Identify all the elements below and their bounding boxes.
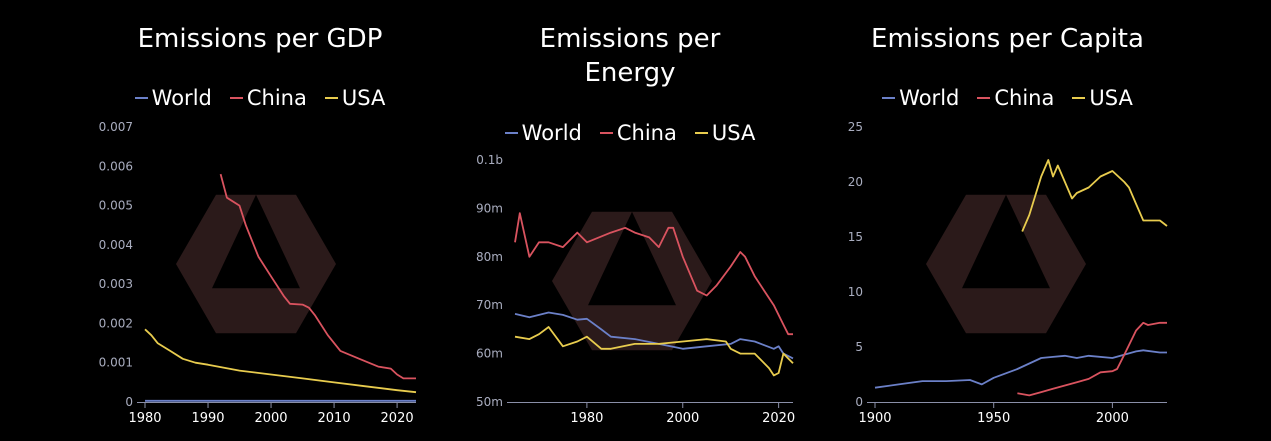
legend-item-world[interactable]: World: [504, 121, 582, 145]
y-tick-label: 20: [848, 175, 863, 189]
x-tick-label: 1980: [128, 411, 161, 426]
x-tick-label: 2000: [666, 411, 699, 426]
watermark-logo: [926, 194, 1086, 334]
watermark-triangle: [962, 194, 1050, 289]
x-tick-label: 2010: [318, 411, 351, 426]
legend-label: World: [899, 86, 960, 110]
y-tick-label: 15: [848, 230, 863, 244]
y-tick-label: 80m: [476, 250, 503, 264]
x-tick-label: 1980: [570, 411, 603, 426]
series-line-usa[interactable]: [1021, 159, 1168, 232]
y-tick-label: 25: [848, 120, 863, 134]
y-tick-label: 5: [855, 340, 863, 354]
panel-emissions-per-gdp: Emissions per GDP World China USA: [70, 0, 450, 441]
x-tick-label: 2020: [762, 411, 795, 426]
legend: World China USA: [455, 121, 805, 145]
legend-label: World: [521, 121, 582, 145]
y-tick-label: 0.003: [99, 277, 133, 291]
legend-label: USA: [341, 86, 386, 110]
legend-label: China: [616, 121, 677, 145]
watermark-logo: [552, 211, 712, 351]
series-line-china[interactable]: [219, 173, 416, 380]
legend-swatch-world: [504, 132, 518, 134]
y-tick-label: 60m: [476, 347, 503, 361]
legend-item-usa[interactable]: USA: [324, 86, 386, 110]
series-line-usa[interactable]: [514, 326, 794, 377]
y-tick-label: 0: [855, 395, 863, 409]
legend-swatch-world: [134, 97, 148, 99]
x-tick-label: 1990: [191, 411, 224, 426]
legend: World China USA: [70, 86, 450, 110]
watermark-logo: [176, 194, 336, 334]
series-line-china[interactable]: [1017, 321, 1167, 397]
legend-item-usa[interactable]: USA: [1072, 86, 1133, 110]
legend-swatch-china: [599, 132, 613, 134]
legend-item-usa[interactable]: USA: [694, 121, 756, 145]
y-tick-label: 0.002: [99, 316, 133, 330]
legend-swatch-china: [977, 97, 991, 99]
legend: World China USA: [830, 86, 1185, 110]
y-tick-label: 90m: [476, 201, 503, 215]
legend-item-china[interactable]: China: [599, 121, 677, 145]
x-tick-label: 1900: [858, 411, 891, 426]
panel-emissions-per-capita: Emissions per Capita World China USA: [830, 0, 1185, 441]
legend-swatch-usa: [694, 132, 708, 134]
legend-label: World: [151, 86, 212, 110]
legend-swatch-usa: [324, 97, 338, 99]
y-tick-label: 0.006: [99, 159, 133, 173]
chart-title: Emissions per Energy: [539, 24, 721, 88]
y-tick-label: 0.001: [99, 356, 133, 370]
legend-label: China: [246, 86, 307, 110]
series-line-china[interactable]: [514, 212, 793, 336]
x-tick-label: 1950: [977, 411, 1010, 426]
y-tick-label: 0: [125, 395, 133, 409]
series-line-world[interactable]: [874, 349, 1167, 389]
panel-emissions-per-energy: Emissions per Energy World China USA: [455, 0, 805, 441]
legend-swatch-usa: [1072, 97, 1086, 99]
legend-item-world[interactable]: World: [134, 86, 212, 110]
legend-label: USA: [711, 121, 756, 145]
watermark-triangle: [588, 211, 676, 306]
x-tick-label: 2000: [254, 411, 287, 426]
x-tick-label: 2020: [381, 411, 414, 426]
series-line-usa[interactable]: [144, 328, 417, 394]
y-tick-label: 70m: [476, 298, 503, 312]
x-tick-label: 2000: [1096, 411, 1129, 426]
y-tick-label: 0.005: [99, 199, 133, 213]
chart-title: Emissions per Capita: [871, 24, 1144, 54]
watermark-triangle: [212, 194, 300, 289]
chart-title: Emissions per GDP: [137, 24, 383, 54]
y-tick-label: 0.007: [99, 120, 133, 134]
legend-item-china[interactable]: China: [977, 86, 1054, 110]
legend-item-world[interactable]: World: [882, 86, 959, 110]
legend-swatch-world: [882, 97, 896, 99]
y-tick-label: 0.1b: [476, 153, 503, 167]
y-tick-label: 0.004: [99, 238, 133, 252]
y-tick-label: 10: [848, 285, 863, 299]
legend-item-china[interactable]: China: [229, 86, 307, 110]
legend-label: USA: [1089, 86, 1133, 110]
legend-swatch-china: [229, 97, 243, 99]
legend-label: China: [994, 86, 1055, 110]
y-tick-label: 50m: [476, 395, 503, 409]
